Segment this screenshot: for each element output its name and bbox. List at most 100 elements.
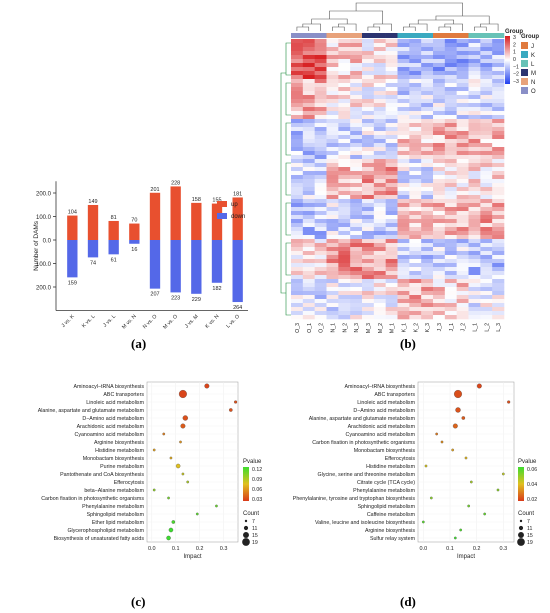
heatmap-cell (350, 167, 363, 172)
heatmap-cell (362, 135, 375, 140)
bar-down (170, 240, 181, 293)
heatmap-cell (433, 307, 446, 312)
heatmap-cell (302, 155, 315, 160)
heatmap-cell (326, 255, 339, 260)
heatmap-cell (338, 71, 351, 76)
heatmap-cell (385, 191, 398, 196)
heatmap-cell (397, 235, 410, 240)
heatmap-cell (385, 99, 398, 104)
dendrogram-branch (438, 26, 452, 31)
heatmap-cell (314, 51, 327, 56)
heatmap-cell (314, 71, 327, 76)
heatmap-cell (362, 175, 375, 180)
heatmap-cell (385, 119, 398, 124)
heatmap-cell (456, 95, 469, 100)
heatmap-cell (492, 39, 505, 44)
heatmap-cell (409, 287, 422, 292)
heatmap-cell (480, 263, 493, 268)
heatmap-cell (492, 75, 505, 80)
data-label-up: 81 (111, 215, 117, 221)
heatmap-cell (468, 175, 481, 180)
heatmap-cell (350, 295, 363, 300)
heatmap-cell (468, 63, 481, 68)
heatmap-cell (397, 315, 410, 320)
heatmap-cell (302, 135, 315, 140)
heatmap-cell (350, 59, 363, 64)
heatmap-cell (468, 291, 481, 296)
heatmap-cell (409, 47, 422, 52)
heatmap-cell (338, 287, 351, 292)
pathway-label: Sphingolipid metabolism (358, 504, 416, 510)
heatmap-cell (433, 247, 446, 252)
heatmap-cell (480, 219, 493, 224)
heatmap-cell (350, 207, 363, 212)
x-axis-title: Impact (457, 554, 475, 560)
heatmap-cell (291, 207, 304, 212)
heatmap-cell (373, 271, 386, 276)
heatmap-cell (433, 99, 446, 104)
heatmap-cell (444, 215, 457, 220)
heatmap-cell (409, 283, 422, 288)
heatmap-cell (373, 87, 386, 92)
heatmap-cell (397, 303, 410, 308)
heatmap-cell (468, 211, 481, 216)
heatmap-cell (456, 147, 469, 152)
pathway-point (162, 432, 166, 436)
heatmap-cell (302, 315, 315, 320)
heatmap-cell (433, 159, 446, 164)
heatmap-cell (433, 287, 446, 292)
heatmap-cell (302, 243, 315, 248)
heatmap-cell (421, 287, 434, 292)
heatmap-cell (492, 315, 505, 320)
heatmap-cell (314, 155, 327, 160)
x-tick-label: J vs. M (184, 314, 200, 330)
x-tick-label: J vs. K (60, 313, 76, 329)
heatmap-cell (362, 243, 375, 248)
heatmap-cell (421, 207, 434, 212)
heatmap-cell (397, 247, 410, 252)
heatmap-cell (468, 123, 481, 128)
heatmap-cell (373, 227, 386, 232)
heatmap-cell (326, 151, 339, 156)
heatmap-cell (373, 315, 386, 320)
heatmap-cell (373, 207, 386, 212)
dendrogram-branch (311, 18, 348, 24)
heatmap-cell (480, 255, 493, 260)
row-dendrogram (280, 42, 291, 316)
heatmap-cell (492, 279, 505, 284)
heatmap-cell (480, 59, 493, 64)
heatmap-cell (468, 183, 481, 188)
heatmap-cell (480, 135, 493, 140)
heatmap-cell (444, 211, 457, 216)
heatmap-cell (326, 287, 339, 292)
heatmap-cell (480, 227, 493, 232)
heatmap-cell (421, 43, 434, 48)
pathway-label: Arginine biosynthesis (94, 440, 144, 446)
count-legend-dot (243, 532, 249, 538)
heatmap-cell (338, 235, 351, 240)
heatmap-cell (492, 111, 505, 116)
heatmap-cell (397, 259, 410, 264)
heatmap-cell (338, 291, 351, 296)
heatmap-cell (302, 307, 315, 312)
heatmap-cell (456, 47, 469, 52)
heatmap-cell (409, 295, 422, 300)
heatmap-cell (291, 239, 304, 244)
heatmap-cell (373, 291, 386, 296)
bar-down (232, 240, 243, 303)
heatmap-cell (421, 299, 434, 304)
color-scale-tick: 1 (513, 50, 516, 56)
heatmap-cell (444, 75, 457, 80)
heatmap-cell (409, 115, 422, 120)
heatmap-cell (444, 95, 457, 100)
heatmap-cell (373, 75, 386, 80)
heatmap-cell (421, 275, 434, 280)
heatmap-cell (338, 307, 351, 312)
heatmap-cell (291, 211, 304, 216)
pathway-label: Pantothenate and CoA biosynthesis (60, 472, 144, 478)
heatmap-cell (373, 283, 386, 288)
heatmap-cell (421, 183, 434, 188)
heatmap-cell (338, 207, 351, 212)
heatmap-cell (456, 243, 469, 248)
